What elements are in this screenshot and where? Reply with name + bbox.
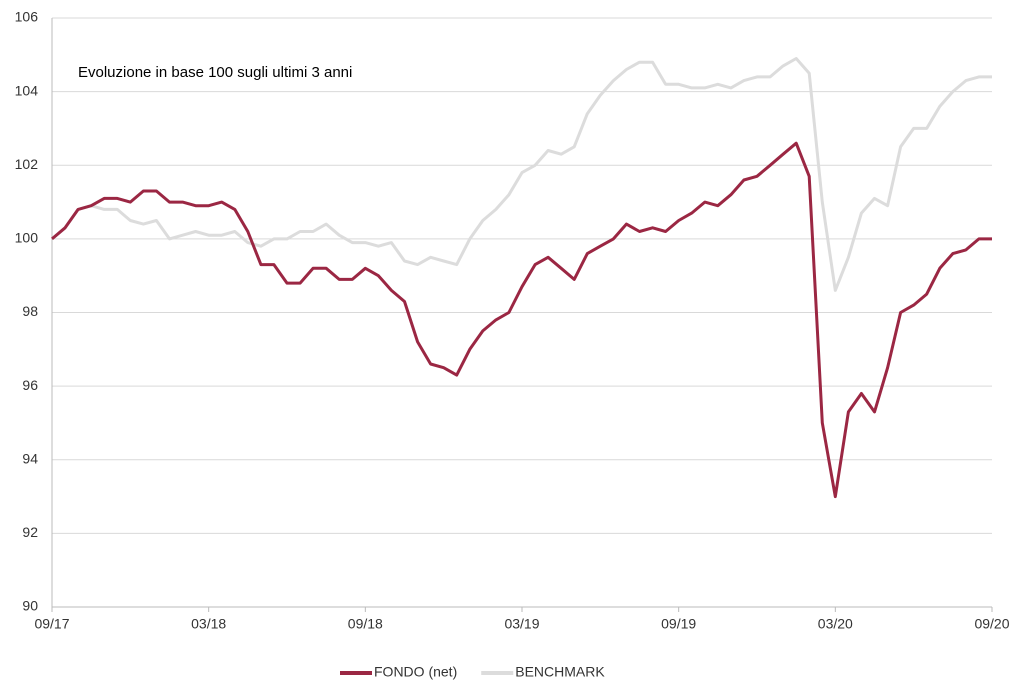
x-tick-label: 09/17 — [34, 616, 69, 632]
y-tick-label: 92 — [22, 524, 38, 540]
x-tick-label: 03/20 — [818, 616, 853, 632]
x-tick-label: 09/20 — [974, 616, 1009, 632]
x-tick-label: 03/19 — [504, 616, 539, 632]
y-tick-label: 98 — [22, 303, 38, 319]
y-tick-label: 102 — [15, 156, 39, 172]
y-tick-label: 104 — [15, 82, 39, 98]
series-line — [51, 57, 992, 292]
series-line — [51, 141, 992, 499]
x-tick-label: 09/19 — [661, 616, 696, 632]
y-tick-label: 96 — [22, 377, 38, 393]
y-tick-label: 94 — [22, 450, 38, 466]
legend-label: BENCHMARK — [515, 664, 605, 680]
y-tick-label: 100 — [15, 230, 39, 246]
x-tick-label: 09/18 — [348, 616, 383, 632]
chart-title: Evoluzione in base 100 sugli ultimi 3 an… — [78, 64, 352, 81]
y-tick-label: 106 — [15, 9, 39, 25]
legend-label: FONDO (net) — [374, 664, 457, 680]
y-tick-label: 90 — [22, 598, 38, 614]
x-tick-label: 03/18 — [191, 616, 226, 632]
